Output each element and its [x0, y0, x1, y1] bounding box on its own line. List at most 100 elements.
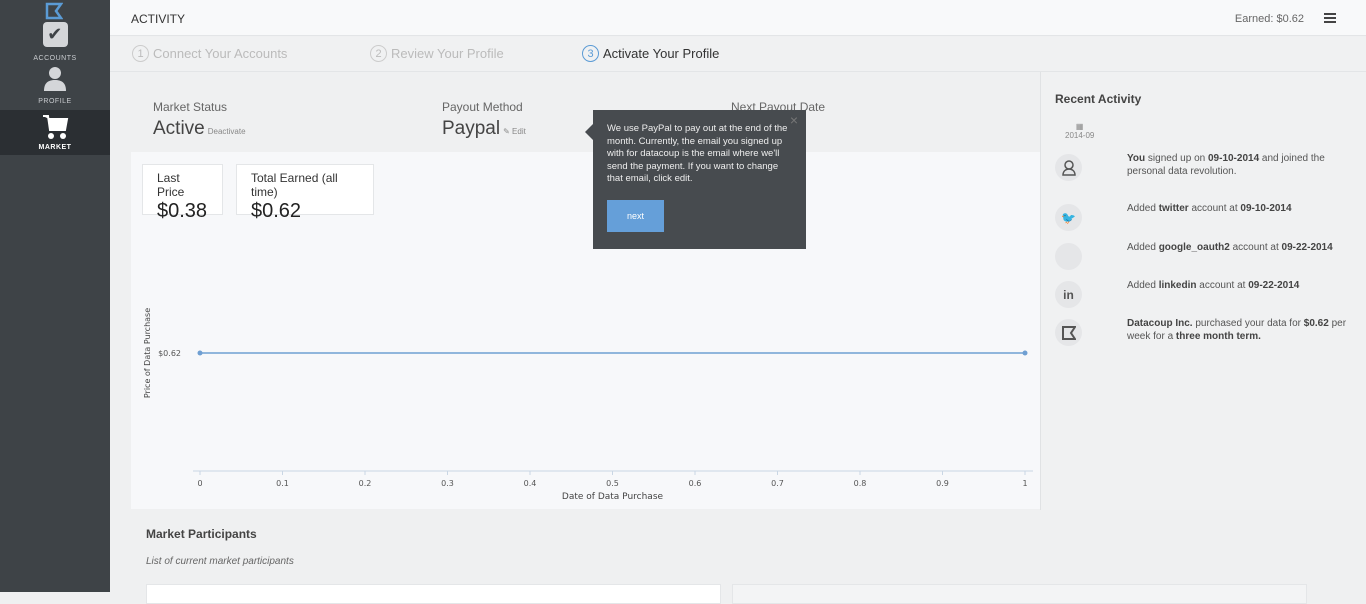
activity-text-part: Added [1127, 203, 1159, 214]
payout-method-label: Payout Method [442, 100, 523, 114]
edit-link[interactable]: ✎ Edit [503, 127, 526, 136]
x-tick-label: 0.6 [689, 479, 702, 488]
x-tick-label: 0.8 [854, 479, 867, 488]
page-title: ACTIVITY [131, 12, 186, 26]
activity-text: Datacoup Inc. purchased your data for $0… [1127, 317, 1355, 346]
activity-item: You signed up on 09-10-2014 and joined t… [1055, 152, 1355, 181]
last-price-label: Last Price [157, 171, 185, 199]
activity-text-part: signed up on [1145, 153, 1208, 164]
x-axis-label: Date of Data Purchase [562, 492, 664, 502]
total-earned-value: $0.62 [251, 200, 302, 222]
activity-text-part: twitter [1158, 203, 1189, 214]
activity-text-part: purchased your data for [1192, 318, 1304, 329]
activity-item: Added google_oauth2 account at 09-22-201… [1055, 241, 1355, 270]
payout-method: Paypal [442, 118, 501, 139]
user-icon [44, 67, 66, 91]
x-tick-label: 0.7 [771, 479, 784, 488]
x-tick-label: 0 [197, 479, 202, 488]
participant-card [146, 584, 721, 604]
top-bar: ACTIVITY Earned: $0.62 [110, 0, 1366, 36]
total-earned-label: Total Earned (all time) [251, 171, 338, 199]
deactivate-link[interactable]: Deactivate [207, 127, 246, 136]
close-icon[interactable]: × [789, 112, 798, 128]
linkedin-icon: in [1055, 281, 1082, 308]
calendar-icon: ▦ [1075, 122, 1084, 131]
participants-subtitle: List of current market participants [146, 556, 294, 567]
paypal-tooltip: × We use PayPal to pay out at the end of… [585, 110, 806, 249]
data-point [197, 350, 203, 356]
menu-icon[interactable] [1324, 13, 1336, 23]
datacoup-logo-icon[interactable] [45, 2, 63, 20]
month-marker: ▦ 2014-09 [1065, 122, 1094, 140]
activity-text-part: Datacoup Inc. [1127, 318, 1193, 329]
x-tick-label: 0.1 [276, 479, 289, 488]
activity-text-part: 09-22-2014 [1281, 242, 1333, 253]
activity-item: in Added linkedin account at 09-22-2014 [1055, 279, 1355, 308]
step-label: Review Your Profile [391, 46, 504, 61]
price-chart: 0 0.1 0.2 0.3 0.4 0.5 0.6 0.7 0.8 0.9 1 $0.62 Date o… [143, 308, 1033, 502]
x-tick-label: 0.2 [359, 479, 372, 488]
twitter-icon: 🐦 [1055, 204, 1082, 231]
activity-item: Datacoup Inc. purchased your data for $0… [1055, 317, 1355, 346]
step-label: Connect Your Accounts [153, 46, 288, 61]
activity-text-part: account at [1196, 280, 1249, 291]
checkbox-icon: ✔ [42, 22, 68, 47]
data-point [1022, 350, 1028, 356]
activity-text: You signed up on 09-10-2014 and joined t… [1127, 152, 1355, 181]
datacoup-icon [1055, 319, 1082, 346]
activity-text-part: three month term. [1175, 331, 1261, 342]
activity-text-part: linkedin [1158, 280, 1197, 291]
y-axis-label: Price of Data Purchase [143, 308, 152, 398]
activity-text-part: google_oauth2 [1158, 242, 1230, 253]
x-tick-label: 0.3 [441, 479, 454, 488]
sidebar-item-label: PROFILE [38, 98, 72, 105]
total-earned-card: Total Earned (all time) $0.62 [236, 164, 374, 222]
activity-text-part: Added [1127, 242, 1159, 253]
activity-text-part: per week for a [1127, 318, 1347, 342]
market-status-value: Active Deactivate [153, 118, 246, 140]
step-review-profile[interactable]: 2 Review Your Profile [370, 45, 504, 62]
activity-text-part: 09-22-2014 [1248, 280, 1300, 291]
step-activate-profile[interactable]: 3 Activate Your Profile [582, 45, 719, 62]
sidebar-item-label: MARKET [38, 144, 72, 151]
activity-text-part: Added [1127, 280, 1159, 291]
step-label: Activate Your Profile [603, 46, 720, 61]
last-price-card: Last Price $0.38 [142, 164, 223, 222]
sidebar-item-accounts[interactable]: ✔ ACCOUNTS [0, 22, 110, 66]
activity-text-part: You [1127, 153, 1146, 164]
participants-title: Market Participants [146, 527, 257, 541]
tooltip-text: We use PayPal to pay out at the end of t… [607, 123, 788, 184]
activity-text-part: $0.62 [1303, 318, 1329, 329]
market-status: Active [153, 118, 205, 139]
activity-text-part: account at [1188, 203, 1241, 214]
activity-item: 🐦 Added twitter account at 09-10-2014 [1055, 202, 1355, 231]
payout-method-value: Paypal ✎ Edit [442, 118, 526, 140]
cart-icon [43, 115, 69, 139]
recent-activity-title: Recent Activity [1055, 92, 1142, 106]
market-status-label: Market Status [153, 100, 228, 114]
month-label: 2014-09 [1065, 131, 1095, 140]
last-price-value: $0.38 [157, 200, 208, 222]
activity-text: Added twitter account at 09-10-2014 [1127, 202, 1292, 231]
steps-bar: 1 Connect Your Accounts 2 Review Your Prof… [110, 37, 1366, 72]
user-icon [1055, 154, 1082, 181]
activity-text-part: and joined the personal data revolution. [1127, 153, 1325, 177]
sidebar: ✔ ACCOUNTS PROFILE MARKET [0, 0, 110, 592]
activity-text-part: 09-10-2014 [1240, 203, 1292, 214]
participant-card [732, 584, 1307, 604]
chart-panel: Last Price $0.38 Total Earned (all time) $… [131, 152, 1040, 509]
sidebar-item-profile[interactable]: PROFILE [0, 66, 110, 110]
activity-text-part: 09-10-2014 [1207, 153, 1260, 164]
activity-text-part: account at [1229, 242, 1282, 253]
step-number: 1 [132, 45, 149, 62]
earned-total: Earned: $0.62 [1234, 13, 1304, 25]
next-button[interactable]: next [607, 200, 664, 232]
google-icon [1055, 243, 1082, 270]
x-tick-label: 0.4 [524, 479, 537, 488]
x-tick-label: 0.9 [936, 479, 949, 488]
step-number: 2 [370, 45, 387, 62]
x-tick-label: 0.5 [606, 479, 619, 488]
sidebar-item-market[interactable]: MARKET [0, 110, 110, 155]
y-tick-label: $0.62 [158, 349, 181, 358]
step-connect-accounts[interactable]: 1 Connect Your Accounts [132, 45, 287, 62]
